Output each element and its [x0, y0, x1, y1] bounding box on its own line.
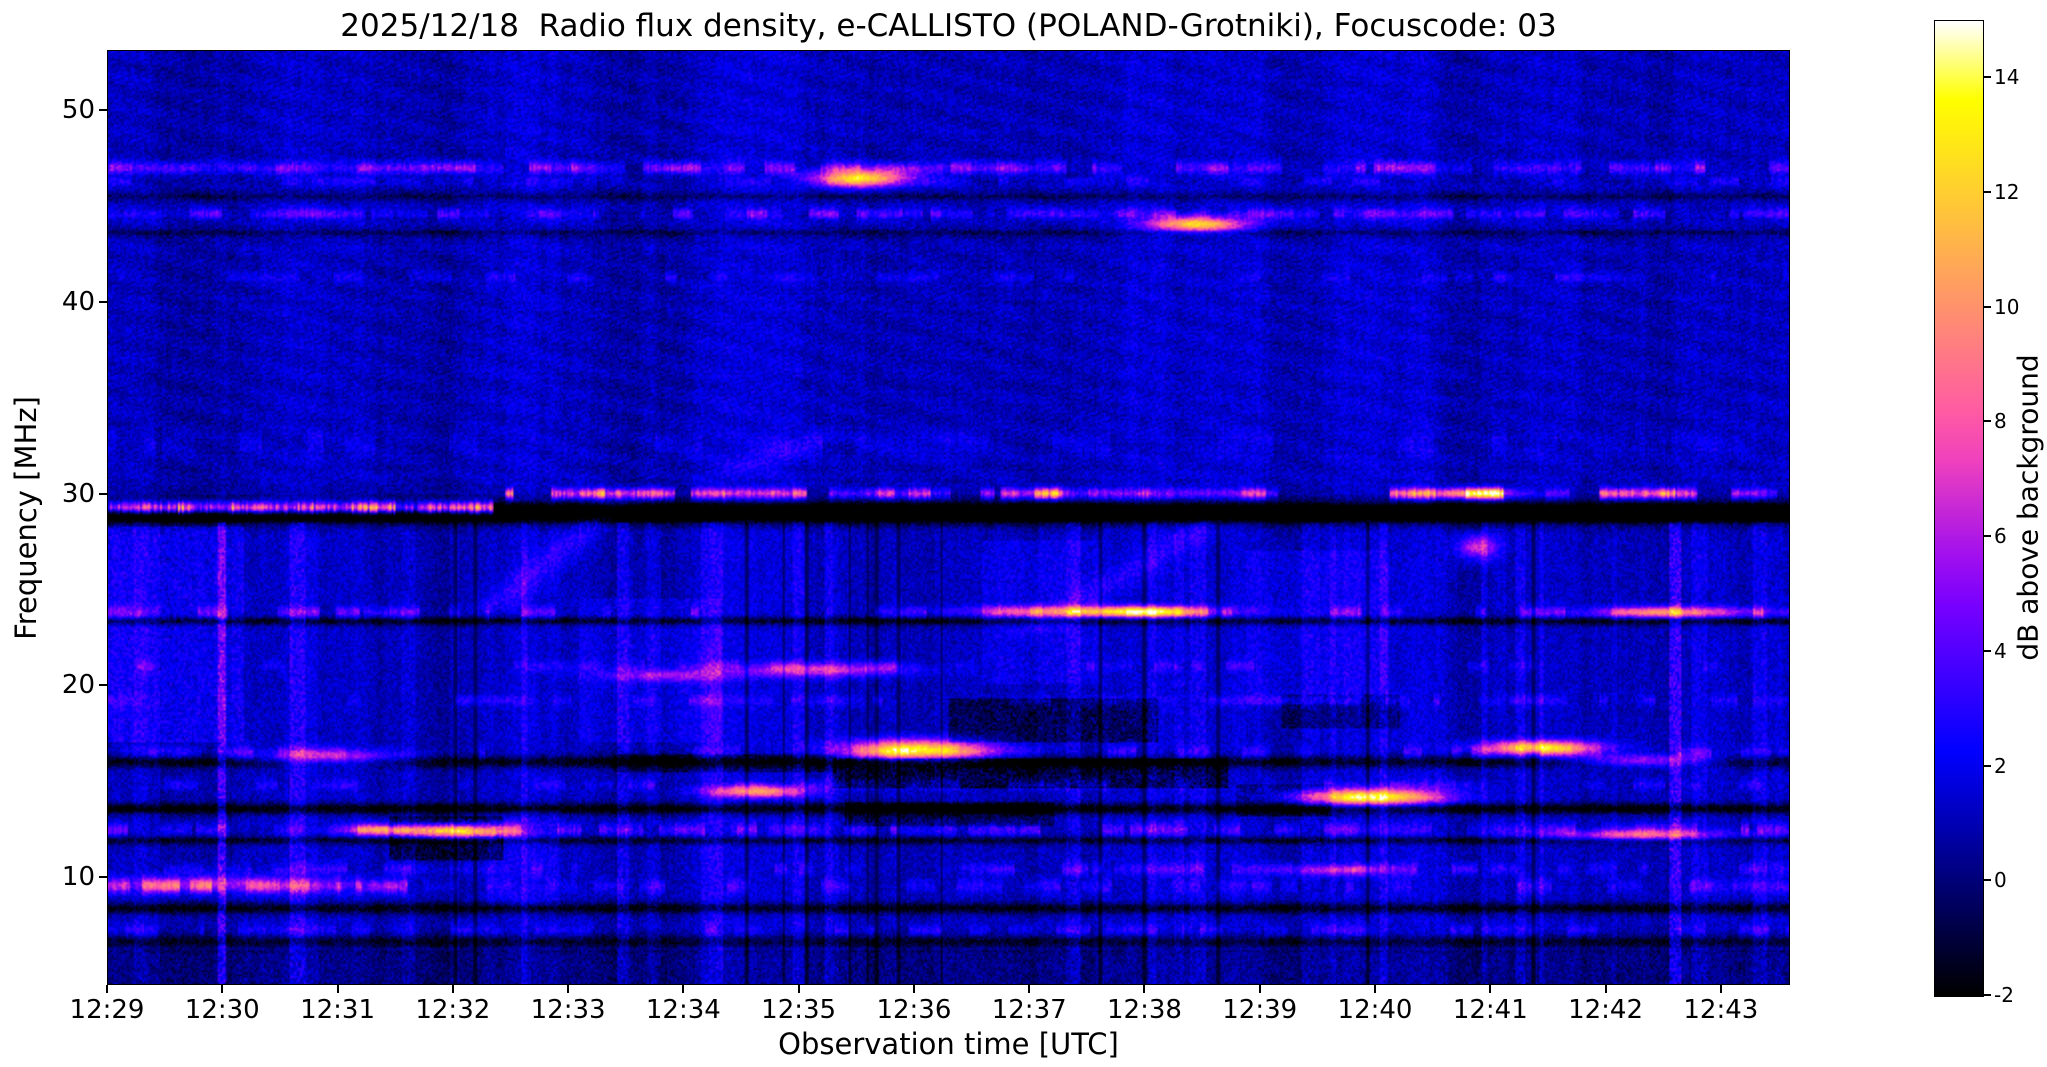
- x-tick-label: 12:43: [1683, 995, 1759, 1025]
- x-tick-mark: [1604, 985, 1607, 993]
- y-axis-label-wrap: Frequency [MHz]: [0, 50, 52, 985]
- y-tick-mark: [99, 492, 107, 495]
- x-tick-label: 12:36: [876, 995, 952, 1025]
- x-tick-label: 12:37: [991, 995, 1067, 1025]
- x-tick-label: 12:35: [761, 995, 837, 1025]
- colorbar: [1934, 20, 1984, 997]
- x-tick-mark: [912, 985, 915, 993]
- colorbar-tick-mark: [1984, 76, 1991, 79]
- x-tick-mark: [221, 985, 224, 993]
- colorbar-tick-mark: [1984, 764, 1991, 767]
- x-tick-mark: [567, 985, 570, 993]
- y-tick-label: 50: [61, 94, 95, 125]
- x-tick-mark: [1719, 985, 1722, 993]
- colorbar-tick-mark: [1984, 420, 1991, 423]
- x-tick-label: 12:31: [300, 995, 376, 1025]
- colorbar-label: dB above background: [2011, 354, 2045, 661]
- x-tick-mark: [1258, 985, 1261, 993]
- colorbar-tick-mark: [1984, 649, 1991, 652]
- colorbar-tick-label: 0: [1994, 868, 2007, 893]
- x-tick-mark: [1028, 985, 1031, 993]
- y-axis-label: Frequency [MHz]: [9, 395, 43, 640]
- x-tick-label: 12:38: [1106, 995, 1182, 1025]
- colorbar-gradient: [1935, 21, 1983, 996]
- colorbar-tick-label: 8: [1994, 409, 2007, 434]
- spectrogram-canvas: [108, 51, 1789, 984]
- x-axis-label: Observation time [UTC]: [778, 1027, 1119, 1061]
- y-tick-mark: [99, 876, 107, 879]
- y-tick-mark: [99, 300, 107, 303]
- colorbar-tick-label: 4: [1994, 638, 2007, 663]
- x-tick-mark: [1489, 985, 1492, 993]
- colorbar-tick-label: 10: [1994, 294, 2020, 319]
- colorbar-tick-label: -2: [1994, 983, 2014, 1007]
- x-tick-label: 12:34: [645, 995, 721, 1025]
- y-tick-mark: [99, 684, 107, 687]
- x-tick-label: 12:30: [184, 995, 260, 1025]
- colorbar-tick-label: 2: [1994, 753, 2007, 778]
- x-tick-label: 12:32: [415, 995, 491, 1025]
- y-tick-label: 30: [61, 478, 95, 509]
- colorbar-tick-mark: [1984, 879, 1991, 882]
- x-tick-label: 12:42: [1568, 995, 1644, 1025]
- y-tick-label: 10: [61, 862, 95, 893]
- x-tick-mark: [451, 985, 454, 993]
- colorbar-tick-label: 12: [1994, 180, 2020, 205]
- x-tick-mark: [1143, 985, 1146, 993]
- colorbar-tick-mark: [1984, 994, 1991, 996]
- colorbar-tick-label: 14: [1994, 65, 2020, 90]
- colorbar-tick-mark: [1984, 535, 1991, 538]
- x-tick-label: 12:29: [69, 995, 145, 1025]
- y-tick-label: 40: [61, 286, 95, 317]
- x-tick-mark: [797, 985, 800, 993]
- x-tick-label: 12:39: [1222, 995, 1298, 1025]
- colorbar-label-wrap: dB above background: [2006, 20, 2047, 995]
- x-tick-label: 12:40: [1337, 995, 1413, 1025]
- colorbar-tick-label: 6: [1994, 524, 2007, 549]
- x-tick-mark: [1374, 985, 1376, 993]
- colorbar-tick-mark: [1984, 191, 1991, 194]
- colorbar-tick-mark: [1984, 305, 1991, 308]
- y-tick-label: 20: [61, 670, 95, 701]
- x-tick-mark: [336, 985, 339, 993]
- chart-title: 2025/12/18 Radio flux density, e-CALLIST…: [340, 8, 1557, 44]
- plot-area: [107, 50, 1790, 985]
- x-tick-mark: [682, 985, 685, 993]
- x-tick-mark: [106, 985, 108, 993]
- x-tick-label: 12:33: [530, 995, 606, 1025]
- y-tick-mark: [99, 108, 107, 111]
- x-tick-label: 12:41: [1452, 995, 1528, 1025]
